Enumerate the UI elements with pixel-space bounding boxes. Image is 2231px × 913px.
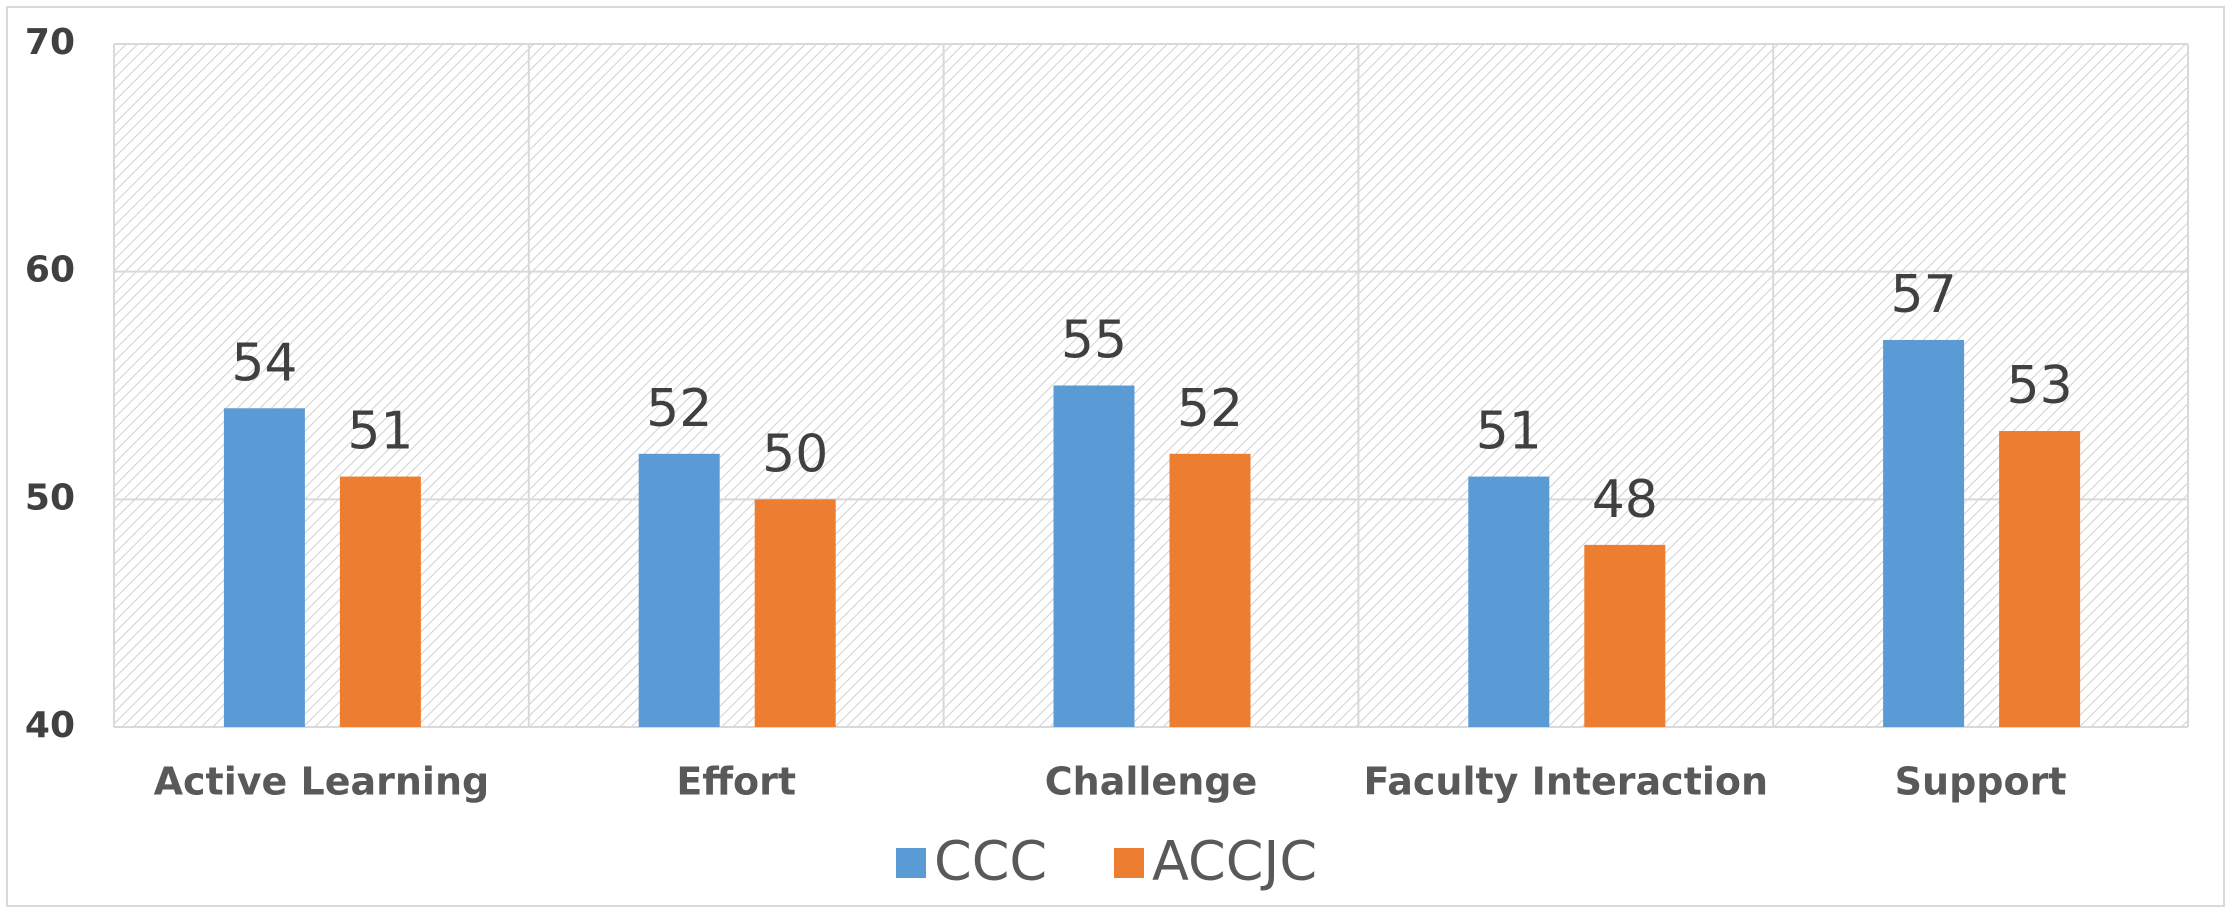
bar	[1053, 385, 1135, 727]
value-label: 51	[347, 402, 413, 462]
x-tick-label: Active Learning	[154, 760, 490, 804]
bar	[223, 408, 305, 727]
value-label: 57	[1891, 265, 1957, 325]
value-label: 53	[2007, 356, 2073, 416]
x-tick-label: Faculty Interaction	[1364, 760, 1769, 804]
legend-label: ACCJC	[1152, 830, 1317, 893]
value-label: 52	[646, 379, 712, 439]
y-tick-label: 40	[25, 705, 75, 746]
y-tick-label: 70	[25, 22, 75, 63]
value-label: 51	[1476, 402, 1542, 462]
x-tick-label: Challenge	[1045, 760, 1257, 804]
legend-swatch	[1114, 848, 1144, 878]
x-tick-label: Support	[1895, 760, 2067, 804]
bar	[1584, 544, 1666, 727]
plot-area	[114, 44, 2188, 727]
bar	[1999, 431, 2081, 727]
bar	[638, 453, 720, 727]
value-label: 52	[1177, 379, 1243, 439]
bar	[1883, 339, 1965, 727]
y-tick-label: 60	[25, 250, 75, 291]
value-label: 54	[231, 333, 297, 393]
legend-label: CCC	[934, 830, 1047, 893]
bar	[339, 476, 421, 727]
legend-swatch	[896, 848, 926, 878]
value-label: 55	[1061, 311, 1127, 371]
bar	[1468, 476, 1550, 727]
value-label: 48	[1592, 470, 1658, 530]
x-tick-label: Effort	[676, 760, 796, 804]
bar	[754, 499, 836, 727]
y-tick-label: 50	[25, 477, 75, 518]
bar	[1169, 453, 1251, 727]
value-label: 50	[762, 424, 828, 484]
